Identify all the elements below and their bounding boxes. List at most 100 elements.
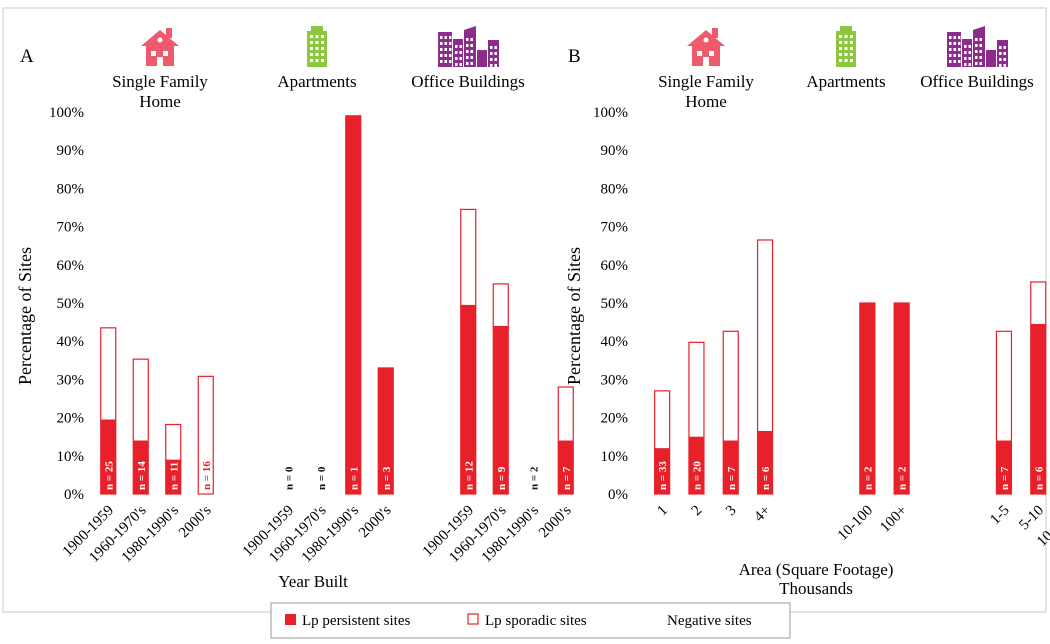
y-tick-label: 40% bbox=[601, 334, 629, 350]
n-label: n = 20 bbox=[691, 461, 703, 490]
office-window bbox=[455, 51, 458, 54]
house-round-window bbox=[157, 37, 163, 43]
apartment-top bbox=[840, 26, 852, 31]
office-window bbox=[975, 62, 978, 65]
apartment-window bbox=[844, 53, 848, 56]
office-window bbox=[490, 58, 493, 61]
legend-label-negative: Negative sites bbox=[667, 613, 752, 629]
office-window bbox=[470, 38, 473, 41]
office-window bbox=[949, 36, 952, 39]
office-tower bbox=[997, 40, 1008, 67]
house-chimney bbox=[166, 28, 172, 38]
office-tower bbox=[453, 39, 463, 67]
y-tick-label: 90% bbox=[601, 143, 629, 159]
house-round-window bbox=[703, 37, 709, 43]
office-window bbox=[975, 44, 978, 47]
x-tick-label: 100+ bbox=[877, 503, 910, 536]
office-window bbox=[449, 42, 452, 45]
office-window bbox=[494, 58, 497, 61]
y-tick-label: 80% bbox=[57, 181, 85, 197]
office-window bbox=[949, 48, 952, 51]
y-tick-label: 30% bbox=[601, 372, 629, 388]
y-tick-label: 90% bbox=[57, 143, 85, 159]
office-window bbox=[459, 69, 462, 72]
apartment-icon bbox=[307, 26, 327, 67]
apartment-window bbox=[321, 47, 324, 50]
apartment-window bbox=[844, 59, 848, 62]
office-window bbox=[466, 56, 469, 59]
x-tick-label: 4+ bbox=[751, 503, 774, 526]
house-chimney bbox=[712, 28, 718, 38]
office-window bbox=[979, 62, 982, 65]
office-window bbox=[494, 70, 497, 73]
house-window bbox=[151, 51, 156, 56]
bar-persistent bbox=[493, 325, 509, 494]
office-window bbox=[968, 57, 971, 60]
office-window bbox=[494, 64, 497, 67]
apartment-window bbox=[310, 59, 313, 62]
x-axis-label-b: Area (Square Footage) Thousands bbox=[739, 560, 894, 598]
office-window bbox=[968, 45, 971, 48]
legend-label-sporadic: Lp sporadic sites bbox=[485, 613, 587, 629]
office-window bbox=[440, 48, 443, 51]
apartment-window bbox=[844, 47, 848, 50]
group-title: Single Family Home bbox=[658, 72, 754, 111]
office-buildings-icon bbox=[438, 26, 499, 73]
office-window bbox=[1003, 46, 1006, 49]
n-label: n = 25 bbox=[103, 461, 115, 490]
apartment-window bbox=[310, 47, 313, 50]
office-window bbox=[999, 46, 1002, 49]
bar-persistent bbox=[996, 440, 1012, 494]
office-window bbox=[953, 48, 956, 51]
apartment-window bbox=[315, 53, 319, 56]
apartment-window bbox=[321, 41, 324, 44]
apartment-icon bbox=[836, 26, 856, 67]
y-axis-label-b: Percentage of Sites bbox=[564, 247, 584, 385]
office-window bbox=[958, 60, 961, 63]
y-tick-label: 100% bbox=[593, 105, 628, 121]
n-label: n = 7 bbox=[999, 466, 1011, 490]
office-window bbox=[459, 63, 462, 66]
office-window bbox=[979, 44, 982, 47]
x-tick-label: 2 bbox=[689, 503, 706, 520]
office-tower bbox=[488, 40, 499, 67]
office-window bbox=[449, 60, 452, 63]
n-label: n = 2 bbox=[897, 466, 909, 490]
office-window bbox=[1003, 70, 1006, 73]
x-tick-label: 1-5 bbox=[987, 503, 1012, 528]
panel-label-b: B bbox=[568, 46, 581, 67]
office-window bbox=[466, 38, 469, 41]
apartment-window bbox=[321, 35, 324, 38]
office-window bbox=[964, 45, 967, 48]
apartment-window bbox=[850, 59, 853, 62]
apartment-window bbox=[321, 59, 324, 62]
y-tick-label: 80% bbox=[601, 181, 629, 197]
apartment-window bbox=[839, 41, 842, 44]
office-window bbox=[964, 57, 967, 60]
bar-persistent bbox=[688, 436, 704, 494]
office-window bbox=[975, 50, 978, 53]
office-window bbox=[949, 60, 952, 63]
apartment-window bbox=[315, 35, 319, 38]
office-window bbox=[459, 57, 462, 60]
office-window bbox=[964, 69, 967, 72]
office-window bbox=[958, 54, 961, 57]
legend-swatch-sporadic bbox=[467, 613, 479, 625]
y-tick-label: 50% bbox=[601, 296, 629, 312]
house-icon bbox=[141, 28, 179, 66]
y-tick-label: 0% bbox=[608, 487, 628, 503]
n-label: n = 0 bbox=[316, 466, 328, 490]
y-tick-label: 30% bbox=[57, 372, 85, 388]
office-window bbox=[440, 60, 443, 63]
office-window bbox=[470, 44, 473, 47]
office-window bbox=[999, 52, 1002, 55]
office-window bbox=[958, 48, 961, 51]
office-window bbox=[1003, 58, 1006, 61]
bar-persistent bbox=[378, 367, 394, 494]
office-window bbox=[979, 50, 982, 53]
y-tick-label: 70% bbox=[57, 220, 85, 236]
office-window bbox=[444, 42, 447, 45]
bar-persistent bbox=[100, 419, 116, 494]
n-label: n = 3 bbox=[381, 466, 393, 490]
